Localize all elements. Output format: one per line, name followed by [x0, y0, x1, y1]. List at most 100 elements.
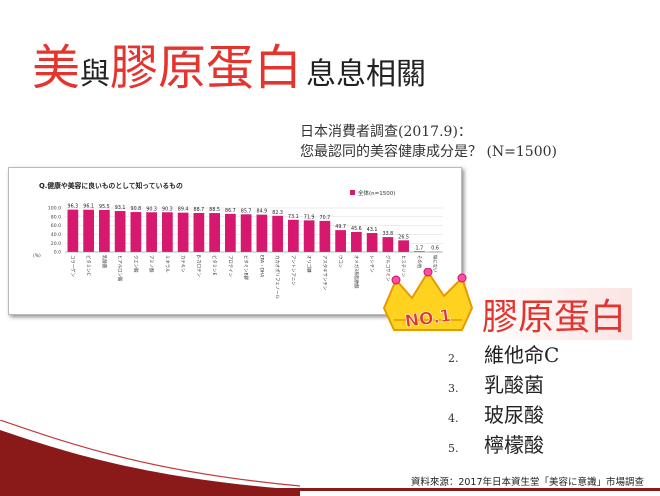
- rank-number: 3.: [448, 382, 459, 395]
- category-label: グルコサミン: [384, 255, 391, 282]
- category-label: コラーゲン: [69, 255, 76, 278]
- category-label: ビタミンB群: [243, 255, 250, 281]
- bar-value-label: 45.6: [351, 226, 362, 232]
- bar: [99, 209, 110, 252]
- bar-value-label: 85.7: [241, 208, 252, 214]
- bar: [67, 209, 79, 252]
- category-label: 乳酸菌: [101, 255, 108, 269]
- category-label: オメガ3系脂肪酸: [353, 255, 360, 289]
- category-label: ミネラル: [164, 255, 170, 273]
- bar-value-label: 90.3: [146, 206, 157, 212]
- rank-number: 2.: [448, 352, 459, 365]
- bar: [272, 215, 283, 252]
- bar-value-label: 0.6: [431, 246, 439, 252]
- bar-value-label: 43.1: [367, 227, 378, 233]
- bar: [225, 213, 236, 252]
- bar-value-label: 96.1: [83, 204, 94, 210]
- rank-name: 乳酸菌: [484, 373, 544, 397]
- bar: [83, 209, 94, 252]
- y-tick-label: 0.0: [54, 250, 61, 256]
- survey-caption: 日本消費者調查(2017.9)： 您最認同的美容健康成分是？ (N=1500): [300, 122, 557, 162]
- bar-value-label: 49.7: [335, 224, 346, 230]
- bar: [335, 230, 346, 252]
- rank-number: 5.: [448, 442, 459, 455]
- title-part-and: 與: [80, 57, 111, 92]
- bar: [209, 213, 220, 252]
- category-label: カテキン: [180, 255, 186, 273]
- category-label: その他: [416, 255, 423, 269]
- y-tick-label: 20.0: [51, 241, 61, 247]
- category-label: アントシアニン: [290, 255, 296, 286]
- bar-value-label: 82.3: [272, 210, 283, 216]
- chart-title: Q.健康や美容に良いものとして知っているもの: [39, 181, 183, 190]
- rank-name: 維他命C: [484, 343, 560, 367]
- bar: [351, 231, 362, 252]
- bar: [130, 212, 142, 252]
- y-tick-label: 40.0: [51, 232, 61, 238]
- category-label: EPA・DHA: [258, 255, 264, 277]
- legend-swatch: [350, 190, 355, 195]
- rank-number: 4.: [448, 412, 459, 425]
- category-label: 特にない: [432, 255, 439, 273]
- bar-value-label: 70.7: [320, 215, 331, 221]
- survey-line-2: 您最認同的美容健康成分是？ (N=1500): [300, 144, 557, 160]
- crown-icon: NO.1: [383, 268, 473, 332]
- bar-value-label: 89.4: [178, 207, 189, 213]
- category-label: クエン酸: [132, 255, 139, 273]
- category-label: β-カロテン: [195, 255, 201, 278]
- bar: [146, 212, 157, 252]
- bar-value-label: 84.9: [257, 209, 268, 215]
- bar-value-label: 71.9: [304, 214, 315, 220]
- bar-value-label: 88.7: [194, 207, 205, 213]
- bar: [256, 214, 268, 252]
- list-item: 2. 維他命C: [448, 340, 559, 370]
- title-part-collagen: 膠原蛋白: [110, 40, 303, 96]
- list-item: 4. 玻尿酸: [448, 400, 559, 430]
- survey-line-1: 日本消費者調查(2017.9)：: [300, 124, 472, 140]
- bar-value-label: 90.3: [162, 206, 173, 212]
- category-label: プロテイン: [227, 255, 233, 278]
- bar-value-label: 90.8: [131, 206, 142, 212]
- bar: [240, 214, 252, 252]
- list-item: 3. 乳酸菌: [448, 370, 559, 400]
- bar-value-label: 26.5: [398, 234, 409, 240]
- bar: [303, 220, 315, 252]
- category-label: ヒスチジン: [400, 255, 406, 278]
- category-label: ビタミンC: [85, 255, 92, 276]
- bar-value-label: 73.1: [288, 214, 299, 220]
- bar: [414, 251, 425, 252]
- y-tick-label: 100.0: [48, 206, 61, 212]
- bottom-rule: [0, 488, 660, 491]
- category-label: レシチン: [369, 255, 375, 273]
- category-label: ビタミンE: [211, 255, 218, 276]
- bar: [288, 219, 299, 252]
- bar-value-label: 95.5: [99, 204, 110, 210]
- bar-value-label: 86.7: [225, 208, 236, 214]
- bar: [193, 212, 205, 252]
- bar-value-label: 93.1: [115, 205, 126, 211]
- bar: [398, 240, 409, 252]
- category-label: ウコン: [337, 255, 344, 269]
- list-item: 5. 檸檬酸: [448, 430, 559, 460]
- category-label: アスタキサンチン: [321, 255, 328, 291]
- rank-name: 玻尿酸: [484, 403, 544, 427]
- category-label: カカオポリフェノール: [274, 255, 281, 300]
- bar-chart: Q.健康や美容に良いものとして知っているもの 全体(n=1500) (%) 10…: [33, 181, 443, 300]
- category-label: ヒアルロン酸: [117, 255, 124, 282]
- rank-name: 檸檬酸: [484, 433, 544, 457]
- category-label: アミノ酸: [148, 255, 155, 273]
- bar-value-label: 1.7: [416, 245, 424, 251]
- bar: [162, 212, 173, 252]
- source-note: 資料來源：2017年日本資生堂「美容に意識」市場調查: [410, 477, 644, 488]
- bar: [382, 237, 394, 252]
- decorative-sweep: [0, 420, 300, 496]
- title-part-beauty: 美: [32, 40, 81, 96]
- bar: [114, 211, 126, 252]
- slide-title: 美與膠原蛋白 息息相關: [32, 28, 426, 98]
- y-tick-label: 60.0: [51, 223, 61, 229]
- no1-term: 膠原蛋白: [476, 288, 633, 340]
- survey-chart-panel: Q.健康や美容に良いものとして知っているもの 全体(n=1500) (%) 10…: [8, 167, 462, 315]
- bar: [319, 220, 331, 252]
- title-part-related: 息息相關: [306, 57, 427, 92]
- legend-label: 全体(n=1500): [358, 189, 395, 197]
